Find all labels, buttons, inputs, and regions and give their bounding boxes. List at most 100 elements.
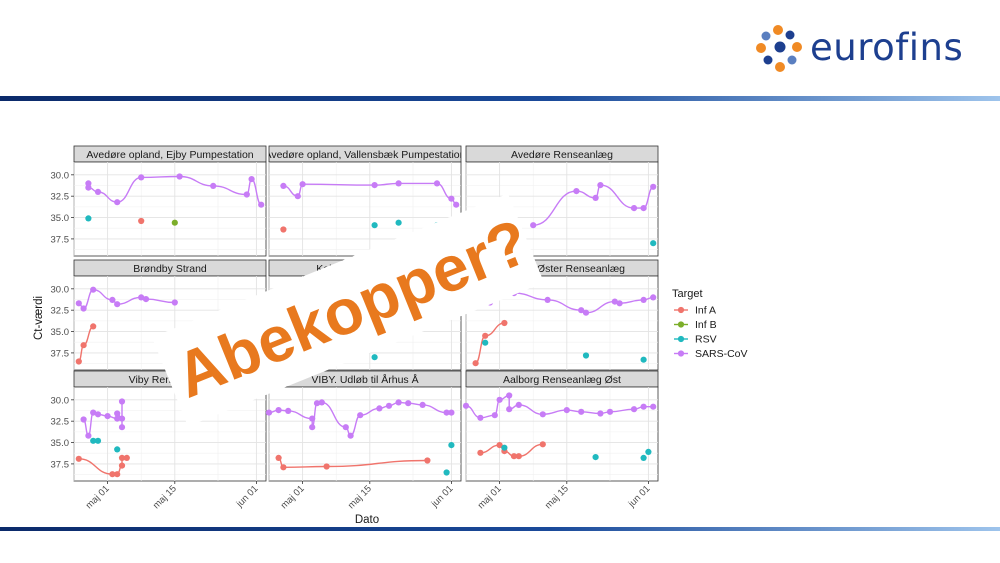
legend-key-dot <box>677 321 685 328</box>
data-point <box>443 409 450 416</box>
data-point <box>118 415 126 422</box>
data-point <box>171 299 178 306</box>
facet-title: Aalborg Renseanlæg Øst <box>503 374 621 386</box>
data-point <box>597 410 604 417</box>
header-divider <box>0 96 1000 101</box>
data-point <box>104 413 111 420</box>
data-point <box>515 453 522 460</box>
x-tick-label: maj 01 <box>84 483 112 511</box>
data-point <box>80 416 87 423</box>
data-point <box>323 463 330 470</box>
x-tick-label: maj 01 <box>279 483 307 511</box>
data-point <box>275 454 282 461</box>
facet-panel-9: Aalborg Renseanlæg Øst maj 01 maj 15 jun 01 <box>462 370 659 511</box>
data-point <box>424 457 431 464</box>
data-point <box>539 411 546 418</box>
facet-title: VIBY. Udløb til Århus Å <box>311 373 418 386</box>
data-point <box>109 471 116 478</box>
data-point <box>606 408 614 415</box>
data-point <box>477 414 484 421</box>
data-point <box>90 323 97 330</box>
data-point <box>80 342 87 349</box>
data-point <box>75 455 82 462</box>
y-tick-label: 35.0 <box>51 327 70 338</box>
data-point <box>448 195 455 202</box>
data-point <box>640 356 647 363</box>
x-tick-label: maj 01 <box>476 483 504 511</box>
data-point <box>118 462 126 469</box>
trend-line-sarscov <box>82 401 123 437</box>
data-point <box>510 453 518 460</box>
data-point <box>75 358 82 365</box>
data-point <box>419 401 426 408</box>
data-point <box>491 412 498 419</box>
facet-plot-area <box>73 161 267 257</box>
facet-title: Avedøre opland, Vallensbæk Pumpestation <box>265 149 466 161</box>
data-point <box>630 205 638 212</box>
x-tick-label: maj 15 <box>346 483 374 511</box>
data-point <box>118 424 126 431</box>
data-point <box>453 201 460 208</box>
data-point <box>650 403 657 410</box>
data-point <box>496 396 503 403</box>
y-tick-label: 32.5 <box>51 192 70 203</box>
data-point <box>650 183 657 190</box>
facet-title: Brøndby Strand <box>133 263 207 275</box>
data-point <box>114 199 121 206</box>
data-point <box>405 400 412 407</box>
data-point <box>280 464 287 471</box>
y-tick-label: 37.5 <box>51 459 70 470</box>
x-tick-label: jun 01 <box>234 483 261 510</box>
data-point <box>592 194 599 201</box>
data-point <box>75 300 82 307</box>
data-point <box>482 339 489 346</box>
data-point <box>118 398 126 405</box>
data-point <box>482 332 489 339</box>
data-point <box>582 352 590 359</box>
y-tick-label: 35.0 <box>51 213 70 224</box>
data-point <box>90 409 97 416</box>
data-point <box>280 226 287 233</box>
legend-label: Inf B <box>695 319 717 331</box>
data-point <box>243 191 250 198</box>
y-tick-label: 30.0 <box>51 170 70 181</box>
eurofins-logo: eurofins <box>752 22 982 74</box>
data-point <box>258 201 265 208</box>
data-point <box>299 181 306 188</box>
legend-label: Inf A <box>695 305 716 317</box>
data-point <box>472 360 479 367</box>
data-point <box>630 406 638 413</box>
data-point <box>309 424 316 431</box>
data-point <box>515 401 522 408</box>
y-tick-label: 32.5 <box>51 417 70 428</box>
data-point <box>280 182 287 189</box>
data-point <box>357 412 364 419</box>
data-point <box>90 286 97 293</box>
data-point <box>573 188 580 195</box>
data-point <box>506 406 513 413</box>
data-point <box>85 215 92 222</box>
data-point <box>385 402 393 409</box>
y-tick-label: 37.5 <box>51 234 70 245</box>
data-point <box>395 219 402 226</box>
data-point <box>109 296 116 303</box>
data-point <box>171 219 178 226</box>
data-point <box>501 319 508 327</box>
data-point <box>114 471 121 478</box>
data-point <box>118 454 126 461</box>
facet-panel-1: Avedøre opland, Ejby Pumpestation 30.0 32.… <box>51 145 267 257</box>
legend: Target Inf A Inf B RSV SARS-CoV <box>672 288 748 360</box>
data-point <box>138 174 145 181</box>
data-point <box>650 240 657 247</box>
x-tick-label: jun 01 <box>626 483 653 510</box>
x-axis-title: Dato <box>355 514 379 526</box>
data-point <box>578 307 585 314</box>
y-axis-title: Ct-værdi <box>33 296 45 340</box>
data-point <box>597 182 604 189</box>
data-point <box>501 444 508 451</box>
brand-name: eurofins <box>810 26 964 69</box>
data-point <box>462 402 470 409</box>
data-point <box>265 409 273 416</box>
data-point <box>530 222 537 229</box>
data-point <box>616 300 623 307</box>
